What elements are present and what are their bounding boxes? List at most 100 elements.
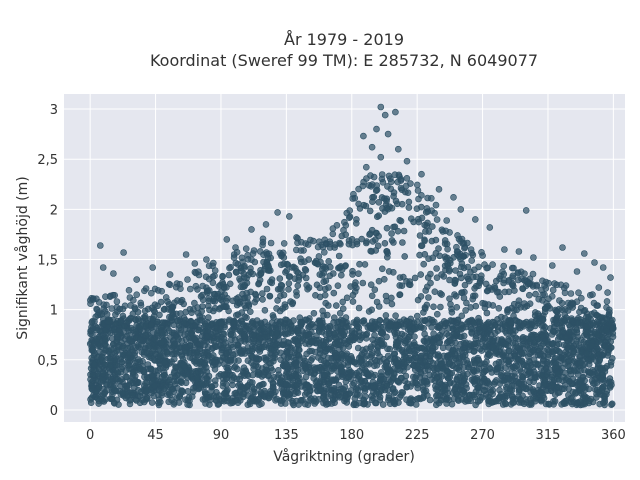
- data-point: [368, 292, 376, 300]
- data-point: [334, 282, 342, 290]
- data-point: [566, 323, 574, 330]
- data-point: [307, 338, 315, 346]
- data-point: [404, 189, 412, 196]
- data-point: [158, 319, 166, 327]
- data-point: [523, 302, 531, 310]
- data-point: [412, 374, 419, 382]
- x-tick-label: 315: [536, 428, 561, 443]
- data-point: [206, 401, 213, 408]
- data-point: [545, 347, 553, 355]
- data-point: [432, 201, 440, 209]
- data-point: [437, 396, 445, 404]
- data-point: [359, 279, 367, 287]
- data-point: [405, 281, 413, 288]
- data-point: [417, 271, 425, 278]
- data-point: [188, 329, 195, 337]
- data-point: [409, 379, 417, 387]
- y-axis-ticks: 00,511,522,53: [37, 103, 58, 419]
- data-point: [373, 361, 381, 369]
- data-point: [190, 384, 197, 392]
- data-point: [349, 381, 356, 389]
- data-point: [180, 319, 188, 327]
- x-tick-label: 45: [147, 428, 164, 443]
- data-point: [387, 178, 395, 186]
- data-point: [382, 362, 390, 369]
- data-point: [448, 400, 456, 408]
- data-point: [453, 375, 461, 383]
- data-point: [360, 317, 368, 324]
- data-point: [286, 344, 294, 351]
- data-point: [325, 284, 332, 291]
- data-point: [486, 224, 494, 231]
- data-point: [443, 240, 451, 248]
- data-point: [381, 240, 389, 247]
- data-point: [603, 334, 611, 341]
- y-tick-label: 2,5: [37, 153, 58, 168]
- x-tick-label: 135: [274, 428, 299, 443]
- y-tick-label: 2: [50, 203, 58, 218]
- data-point: [184, 374, 192, 381]
- data-point: [495, 304, 503, 312]
- data-point: [433, 216, 441, 223]
- data-point: [605, 306, 613, 314]
- data-point: [193, 374, 201, 382]
- data-point: [282, 380, 290, 388]
- data-point: [356, 332, 363, 340]
- data-point: [315, 238, 323, 245]
- data-point: [576, 387, 583, 395]
- data-point: [465, 392, 473, 399]
- data-point: [315, 253, 323, 260]
- data-point: [413, 181, 421, 189]
- y-tick-label: 0,5: [37, 354, 58, 369]
- data-point: [336, 239, 343, 247]
- data-point: [424, 194, 431, 202]
- data-point: [414, 384, 422, 392]
- data-point: [228, 336, 235, 343]
- data-point: [236, 348, 244, 356]
- data-point: [217, 326, 224, 334]
- data-point: [450, 253, 458, 261]
- data-point: [103, 342, 110, 350]
- data-point: [302, 332, 310, 339]
- data-point: [196, 316, 204, 324]
- data-point: [516, 395, 524, 403]
- data-point: [217, 296, 225, 304]
- data-point: [421, 237, 428, 245]
- data-point: [320, 278, 328, 286]
- data-point: [371, 286, 379, 294]
- data-point: [457, 263, 465, 271]
- data-point: [497, 313, 505, 321]
- data-point: [325, 257, 333, 265]
- data-point: [580, 383, 587, 391]
- data-point: [350, 319, 358, 326]
- data-point: [458, 321, 466, 329]
- data-point: [341, 328, 349, 336]
- data-point: [363, 352, 371, 359]
- data-point: [433, 265, 440, 272]
- data-point: [378, 329, 386, 336]
- data-point: [369, 238, 377, 245]
- data-point: [465, 277, 473, 285]
- data-point: [472, 401, 479, 409]
- data-point: [453, 303, 461, 311]
- data-point: [459, 390, 467, 397]
- data-point: [140, 314, 148, 321]
- data-point: [534, 351, 542, 359]
- data-point: [170, 400, 178, 408]
- data-point: [160, 372, 168, 379]
- data-point: [394, 359, 402, 367]
- data-point: [263, 356, 271, 363]
- data-point: [303, 350, 310, 358]
- data-point: [390, 399, 398, 407]
- data-point: [367, 281, 375, 289]
- data-point: [176, 392, 184, 400]
- data-point: [474, 384, 482, 391]
- data-point: [321, 371, 329, 379]
- data-point: [174, 297, 181, 304]
- data-point: [232, 389, 240, 397]
- data-point: [573, 298, 581, 306]
- data-point: [471, 285, 478, 292]
- data-point: [556, 297, 563, 304]
- data-point: [105, 318, 112, 326]
- data-point: [223, 236, 231, 243]
